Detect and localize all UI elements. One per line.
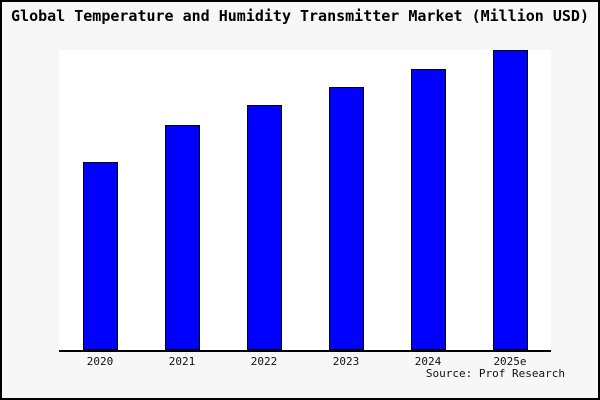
bar-2022 bbox=[246, 105, 282, 350]
bar-2025e bbox=[492, 50, 528, 350]
source-credit: Source: Prof Research bbox=[425, 367, 565, 380]
x-tick-label-2022: 2022 bbox=[250, 355, 278, 368]
plot-area bbox=[59, 50, 551, 350]
chart-title: Global Temperature and Humidity Transmit… bbox=[11, 7, 589, 25]
bar-2020 bbox=[82, 162, 118, 350]
bar-2024 bbox=[410, 69, 446, 350]
x-tick-label-2023: 2023 bbox=[332, 355, 360, 368]
x-axis-labels: 2020 2021 2022 2023 2024 2025e bbox=[59, 355, 551, 369]
x-tick-label-2024: 2024 bbox=[414, 355, 442, 368]
x-tick-label-2020: 2020 bbox=[86, 355, 114, 368]
bar-2023 bbox=[328, 87, 364, 350]
x-axis-line bbox=[59, 350, 551, 352]
bar-2021 bbox=[164, 125, 200, 350]
x-tick-label-2021: 2021 bbox=[168, 355, 196, 368]
x-tick-label-2025e: 2025e bbox=[493, 355, 527, 368]
